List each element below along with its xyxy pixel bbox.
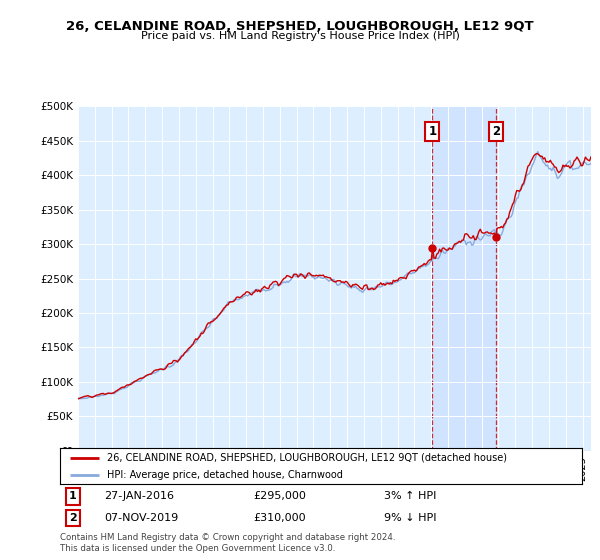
Text: 2: 2 <box>492 125 500 138</box>
Text: Price paid vs. HM Land Registry's House Price Index (HPI): Price paid vs. HM Land Registry's House … <box>140 31 460 41</box>
Text: 1: 1 <box>69 492 77 501</box>
Text: 9% ↓ HPI: 9% ↓ HPI <box>383 514 436 523</box>
Text: 07-NOV-2019: 07-NOV-2019 <box>104 514 179 523</box>
Text: 27-JAN-2016: 27-JAN-2016 <box>104 492 175 501</box>
Text: Contains HM Land Registry data © Crown copyright and database right 2024.
This d: Contains HM Land Registry data © Crown c… <box>60 533 395 553</box>
Text: 26, CELANDINE ROAD, SHEPSHED, LOUGHBOROUGH, LE12 9QT: 26, CELANDINE ROAD, SHEPSHED, LOUGHBOROU… <box>66 20 534 32</box>
Text: HPI: Average price, detached house, Charnwood: HPI: Average price, detached house, Char… <box>107 470 343 479</box>
Text: £310,000: £310,000 <box>253 514 306 523</box>
Text: 3% ↑ HPI: 3% ↑ HPI <box>383 492 436 501</box>
Bar <box>433 106 496 451</box>
Text: 2: 2 <box>69 514 77 523</box>
Text: 1: 1 <box>428 125 436 138</box>
Text: 26, CELANDINE ROAD, SHEPSHED, LOUGHBOROUGH, LE12 9QT (detached house): 26, CELANDINE ROAD, SHEPSHED, LOUGHBOROU… <box>107 453 507 463</box>
Text: £295,000: £295,000 <box>253 492 306 501</box>
